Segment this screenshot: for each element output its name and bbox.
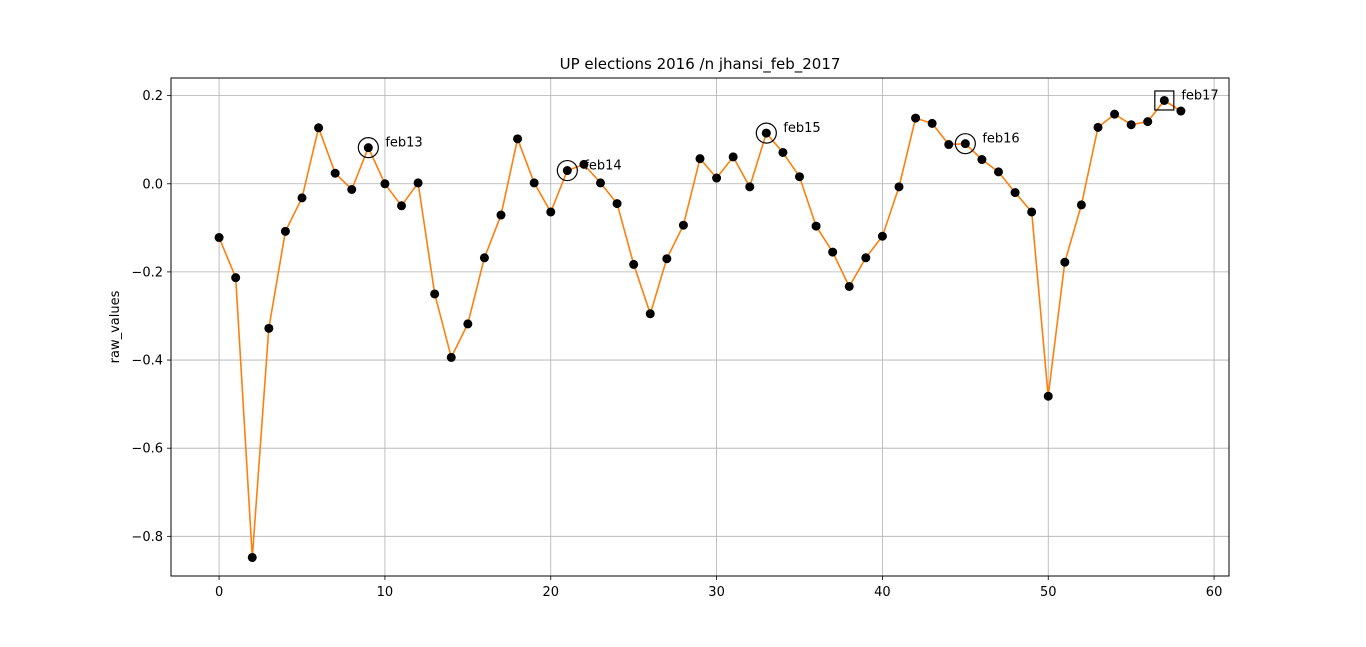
series-raw-values — [214, 95, 1186, 562]
series-line — [218, 99, 1182, 558]
data-point — [877, 231, 887, 241]
x-tick-label: 40 — [874, 585, 891, 600]
data-point — [844, 281, 854, 291]
data-point — [479, 253, 489, 263]
data-point — [529, 178, 539, 188]
data-point — [596, 178, 606, 188]
data-point — [1076, 200, 1086, 210]
data-point — [712, 173, 722, 183]
data-point — [911, 113, 921, 123]
data-point — [397, 201, 407, 211]
annotation-circle-marker — [556, 159, 578, 182]
data-point — [280, 226, 290, 236]
data-point — [828, 247, 838, 257]
data-point — [977, 155, 987, 165]
data-point — [496, 210, 506, 220]
data-point — [1010, 188, 1020, 198]
data-point — [314, 123, 324, 133]
data-point — [993, 167, 1003, 177]
x-tick-label: 20 — [542, 585, 559, 600]
y-tick-label: −0.8 — [131, 530, 163, 545]
data-point — [960, 139, 970, 149]
data-point — [629, 259, 639, 269]
data-point — [546, 207, 556, 217]
data-point — [861, 253, 871, 263]
data-point — [695, 154, 705, 164]
annotation-label: feb15 — [783, 121, 820, 136]
data-point — [612, 199, 622, 209]
data-point — [1176, 106, 1186, 116]
data-point — [446, 352, 456, 362]
data-point — [1093, 122, 1103, 132]
data-point — [944, 140, 954, 150]
data-point — [247, 552, 257, 562]
annotation-label: feb13 — [385, 136, 422, 151]
data-point — [662, 254, 672, 264]
data-point — [745, 182, 755, 192]
data-point — [264, 323, 274, 333]
y-tick-label: −0.6 — [131, 442, 163, 457]
annotation-circle-marker — [954, 133, 976, 155]
data-point — [728, 152, 738, 162]
data-point — [1126, 120, 1136, 130]
annotation-label: feb17 — [1181, 88, 1218, 103]
data-point — [413, 178, 423, 188]
data-point — [513, 134, 523, 144]
annotation-label: feb14 — [584, 159, 621, 174]
x-axis: 0 10 20 30 40 50 60 — [215, 576, 1222, 600]
data-point — [1159, 95, 1169, 105]
x-tick-label: 50 — [1040, 585, 1057, 600]
data-point — [1110, 109, 1120, 119]
data-point — [562, 166, 572, 176]
annotation-square-marker — [1154, 90, 1175, 111]
chart-title: UP elections 2016 /n jhansi_feb_2017 — [560, 55, 841, 74]
annotations: feb13 feb14 feb15 feb16 feb17 — [357, 88, 1219, 182]
annotation-circle-marker — [755, 122, 777, 144]
x-tick-label: 60 — [1206, 585, 1223, 600]
data-point — [347, 184, 357, 194]
data-point — [645, 309, 655, 319]
data-point — [1027, 207, 1037, 217]
data-point — [778, 147, 788, 157]
data-point — [1060, 257, 1070, 267]
data-point — [894, 182, 904, 192]
data-point — [1143, 117, 1153, 127]
y-tick-label: −0.4 — [131, 354, 163, 369]
x-tick-label: 30 — [708, 585, 725, 600]
data-point — [463, 319, 473, 329]
y-axis: −0.8 −0.6 −0.4 −0.2 0.0 0.2 — [131, 89, 171, 545]
data-point — [811, 221, 821, 231]
plot-area — [170, 77, 1230, 577]
data-point — [380, 179, 390, 189]
annotation-label: feb16 — [982, 132, 1019, 147]
annotation-circle-marker — [357, 137, 379, 159]
data-point — [430, 289, 440, 299]
y-tick-label: −0.2 — [131, 265, 163, 280]
data-point — [214, 233, 224, 243]
data-point — [330, 168, 340, 178]
grid-lines — [171, 78, 1229, 576]
data-point — [363, 143, 373, 153]
data-point — [1043, 391, 1053, 401]
y-tick-label: 0.2 — [142, 89, 163, 104]
data-point — [761, 128, 771, 138]
data-point — [231, 273, 241, 283]
y-tick-label: 0.0 — [142, 177, 163, 192]
data-point — [794, 172, 804, 182]
x-tick-label: 0 — [215, 585, 223, 600]
x-tick-label: 10 — [377, 585, 394, 600]
data-point — [927, 118, 937, 128]
y-axis-label: raw_values — [108, 290, 123, 363]
data-point — [678, 220, 688, 230]
data-point — [297, 193, 307, 203]
data-point — [579, 159, 589, 169]
